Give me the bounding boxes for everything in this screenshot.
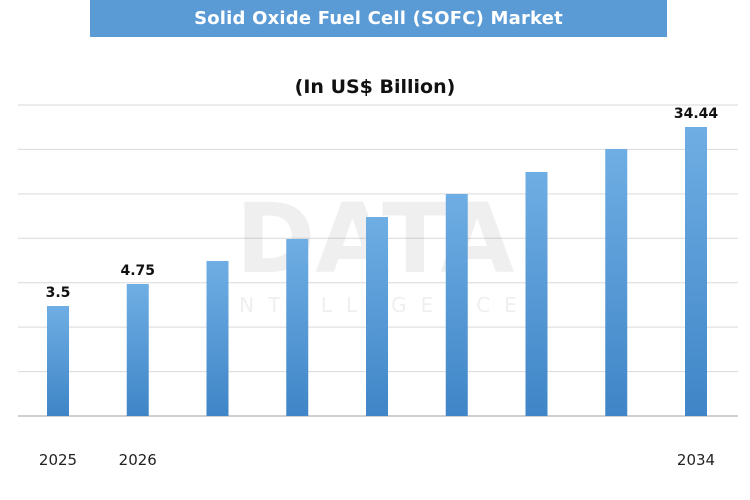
bars: [47, 127, 707, 416]
x-tick-label: 2026: [119, 451, 157, 469]
bar-2034: [685, 127, 707, 416]
value-label: 34.44: [674, 106, 719, 122]
bar-item-5: [366, 217, 388, 416]
bar-2026: [126, 284, 149, 416]
x-tick-label: 2025: [39, 451, 77, 469]
title-banner: Solid Oxide Fuel Cell (SOFC) Market: [90, 0, 667, 37]
bar-item-7: [525, 172, 548, 416]
chart-title: Solid Oxide Fuel Cell (SOFC) Market: [194, 8, 563, 29]
bar-2025: [47, 306, 69, 416]
value-label: 4.75: [120, 263, 155, 279]
value-labels: 3.5 4.75 34.44: [46, 106, 719, 301]
bar-item-8: [605, 149, 628, 416]
value-label: 3.5: [46, 285, 71, 301]
bar-item-4: [286, 239, 309, 416]
chart-subtitle: (In US$ Billion): [294, 76, 456, 98]
x-axis-ticks: 2025 2026 2034: [39, 451, 715, 469]
x-tick-label: 2034: [677, 451, 715, 469]
bar-item-6: [445, 194, 468, 416]
bar-item-3: [206, 261, 229, 416]
